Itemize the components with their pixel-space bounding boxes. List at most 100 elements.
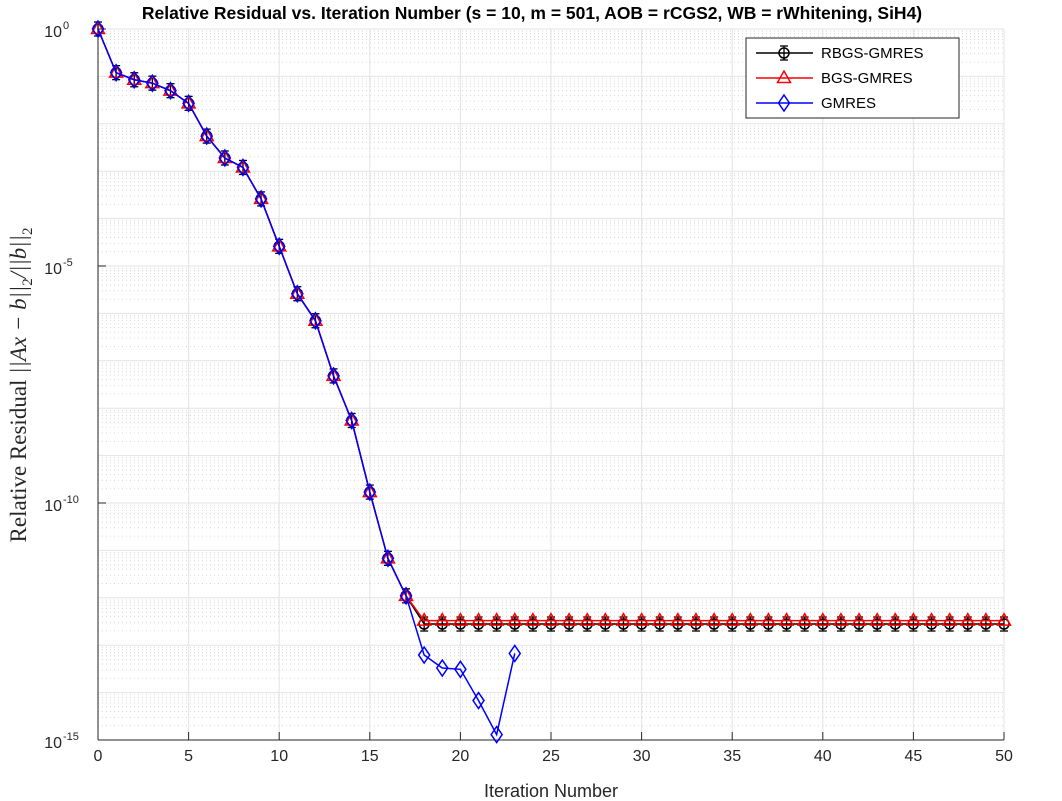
- chart-title: Relative Residual vs. Iteration Number (…: [142, 3, 922, 23]
- data-point-bgs-gmres: [778, 612, 795, 626]
- data-point-bgs-gmres: [525, 612, 541, 626]
- legend-marker: [778, 45, 790, 61]
- x-tick-label: 10: [270, 748, 288, 765]
- x-tick-label: 15: [361, 748, 379, 765]
- data-point-gmres: [127, 70, 141, 90]
- data-point-rbgs-gmres: [527, 616, 539, 632]
- legend-item-gmres: GMRES: [756, 93, 876, 113]
- y-tick-label: 10: [44, 24, 62, 41]
- data-point-bgs-gmres: [760, 612, 777, 626]
- data-point-gmres: [327, 366, 340, 386]
- y-axis-label-sub2: 2: [20, 228, 36, 236]
- data-point-gmres: [472, 691, 485, 710]
- data-point-bgs-gmres: [615, 612, 632, 626]
- x-tick-label: 40: [814, 748, 832, 765]
- data-point-bgs-gmres: [180, 94, 197, 109]
- data-point-bgs-gmres: [996, 612, 1012, 626]
- legend-label: RBGS-GMRES: [821, 45, 924, 62]
- legend-marker: [776, 69, 792, 84]
- data-point-bgs-gmres: [959, 612, 976, 626]
- data-point-bgs-gmres: [688, 612, 704, 626]
- legend-label: BGS-GMRES: [821, 70, 913, 87]
- y-tick-exponent: -15: [63, 731, 79, 743]
- x-tick-label: 50: [995, 748, 1013, 765]
- x-tick-label: 35: [723, 748, 741, 765]
- legend-marker: [777, 93, 791, 113]
- data-point-rbgs-gmres: [943, 616, 956, 632]
- data-point-gmres: [435, 658, 449, 678]
- data-point-gmres: [309, 311, 322, 331]
- data-point-bgs-gmres: [434, 612, 451, 626]
- x-tick-label: 20: [452, 748, 470, 765]
- data-point-bgs-gmres: [941, 612, 958, 626]
- y-axis-label-prefix: Relative Residual: [6, 374, 31, 543]
- y-tick-label: 10: [44, 735, 62, 752]
- data-point-gmres: [508, 644, 522, 663]
- data-point-gmres: [145, 73, 159, 93]
- data-point-rbgs-gmres: [490, 616, 503, 632]
- data-point-gmres: [254, 189, 268, 209]
- data-point-bgs-gmres: [869, 612, 885, 626]
- data-point-gmres: [109, 63, 123, 82]
- series-layer: [90, 19, 1012, 744]
- data-point-gmres: [417, 645, 431, 665]
- y-axis-label: Relative Residual ||Ax − b||2/||b||2: [6, 228, 36, 543]
- data-point-bgs-gmres: [271, 237, 287, 252]
- data-point-bgs-gmres: [724, 612, 740, 626]
- data-point-gmres: [290, 284, 304, 304]
- data-point-bgs-gmres: [796, 612, 813, 626]
- data-point-bgs-gmres: [978, 612, 994, 626]
- data-point-bgs-gmres: [343, 411, 360, 426]
- data-point-bgs-gmres: [380, 549, 396, 564]
- data-point-bgs-gmres: [90, 20, 106, 35]
- data-point-gmres: [272, 237, 286, 256]
- series-line-gmres: [97, 28, 516, 737]
- x-axis-label: Iteration Number: [484, 781, 618, 801]
- data-point-bgs-gmres: [325, 367, 342, 382]
- data-point-bgs-gmres: [543, 612, 559, 626]
- data-point-bgs-gmres: [561, 612, 577, 626]
- data-point-bgs-gmres: [362, 483, 378, 498]
- data-point-gmres: [200, 126, 214, 146]
- x-tick-label: 5: [184, 748, 193, 765]
- data-point-bgs-gmres: [923, 612, 940, 626]
- data-point-rbgs-gmres: [708, 616, 720, 632]
- data-point-bgs-gmres: [633, 612, 650, 626]
- legend-label: GMRES: [821, 95, 876, 112]
- data-point-bgs-gmres: [815, 612, 831, 626]
- x-tick-label: 45: [905, 748, 923, 765]
- data-point-bgs-gmres: [307, 312, 324, 326]
- data-point-gmres: [453, 659, 467, 679]
- data-point-gmres: [381, 549, 395, 568]
- data-point-bgs-gmres: [398, 587, 414, 602]
- y-axis-label-mid: /||b||: [6, 235, 31, 280]
- data-point-bgs-gmres: [706, 612, 722, 626]
- x-tick-label: 0: [94, 748, 103, 765]
- data-point-bgs-gmres: [670, 612, 686, 626]
- legend-item-bgs-gmres: BGS-GMRES: [756, 69, 913, 87]
- y-tick-label: 10: [44, 498, 62, 515]
- data-point-gmres: [399, 586, 413, 606]
- data-point-bgs-gmres: [488, 612, 505, 626]
- x-tick-label: 25: [542, 748, 560, 765]
- data-point-bgs-gmres: [198, 127, 215, 142]
- data-point-gmres: [363, 482, 377, 502]
- y-tick-exponent: 0: [63, 20, 69, 32]
- data-point-bgs-gmres: [416, 612, 432, 626]
- data-point-bgs-gmres: [217, 149, 233, 164]
- series-gmres: [91, 19, 522, 744]
- y-tick-label: 10: [44, 261, 62, 278]
- data-point-gmres: [164, 81, 177, 100]
- data-point-rbgs-gmres: [690, 616, 702, 632]
- y-axis-label-expr: ||Ax − b||: [6, 286, 31, 374]
- y-tick-exponent: -5: [63, 257, 73, 269]
- data-point-bgs-gmres: [833, 612, 849, 626]
- data-point-bgs-gmres: [108, 64, 124, 78]
- data-point-bgs-gmres: [253, 190, 269, 205]
- data-point-bgs-gmres: [289, 285, 306, 299]
- data-point-bgs-gmres: [597, 612, 614, 626]
- data-point-bgs-gmres: [579, 612, 596, 626]
- legend-item-rbgs-gmres: RBGS-GMRES: [756, 45, 924, 62]
